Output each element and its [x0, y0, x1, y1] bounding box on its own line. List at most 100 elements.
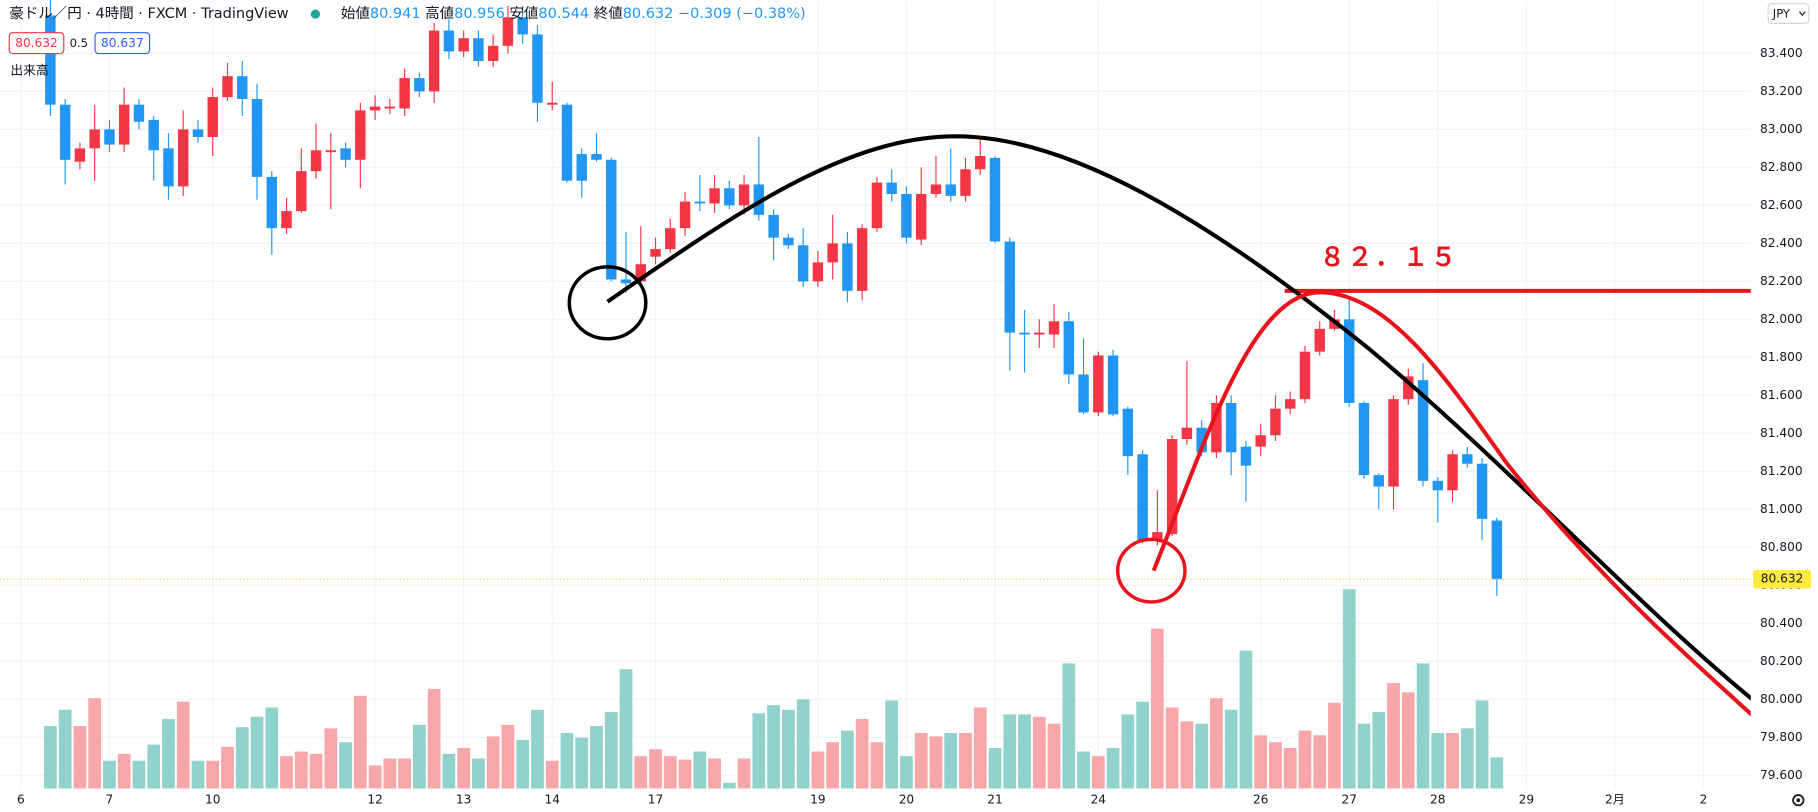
candle-body — [547, 102, 558, 105]
candle-body — [989, 157, 1001, 242]
volume-bar — [457, 748, 471, 789]
volume-bar — [781, 709, 795, 789]
volume-bar — [309, 753, 323, 789]
candle-body — [1255, 435, 1266, 447]
volume-bar — [914, 732, 928, 789]
volume-bar — [944, 732, 958, 789]
candle-body — [517, 17, 528, 35]
candle-body — [325, 150, 337, 153]
legend-value: 80.544 — [538, 6, 589, 22]
volume-bar — [1165, 707, 1179, 789]
volume-bar — [324, 728, 338, 789]
volume-bar — [1047, 723, 1061, 789]
volume-bar — [486, 736, 500, 789]
volume-bar — [88, 698, 102, 789]
volume-bar — [929, 736, 943, 789]
settings-icon[interactable] — [1792, 794, 1805, 807]
candle-body — [901, 193, 912, 238]
candle-body — [104, 129, 115, 145]
x-tick-label: 27 — [1342, 793, 1357, 807]
level-annotation: ８２．１５ — [1319, 242, 1458, 272]
volume-bar — [294, 751, 308, 789]
candle-body — [532, 34, 543, 103]
candle-body — [1462, 454, 1473, 464]
ask-badge[interactable] — [94, 32, 151, 55]
candle-body — [1373, 475, 1384, 487]
volume-bar — [368, 765, 382, 789]
volume-bar — [1313, 735, 1327, 789]
volume-bar — [413, 724, 426, 789]
volume-bar — [900, 756, 913, 789]
volume-bar — [103, 760, 116, 789]
volume-bar — [649, 749, 662, 789]
candle-body — [89, 129, 100, 149]
candle-body — [148, 119, 159, 151]
x-tick-label: 7 — [106, 793, 114, 807]
candle-body — [1004, 241, 1015, 333]
y-tick-label: 83.400 — [1760, 46, 1803, 60]
y-tick-label: 82.200 — [1760, 274, 1803, 288]
candle-body — [827, 243, 838, 263]
candle-body — [1299, 351, 1311, 400]
volume-bar — [1180, 721, 1194, 789]
trend-curve-red — [1151, 290, 1758, 721]
volume-bar — [383, 758, 397, 789]
last-price-label: 80.632 — [1761, 572, 1804, 586]
currency-button[interactable] — [1767, 3, 1810, 24]
volume-bar — [885, 700, 899, 789]
y-tick-label: 79.800 — [1760, 730, 1803, 744]
ohlc-legend: 始値80.941 高値80.956 安値80.544 終値80.632 −0.3… — [341, 5, 806, 22]
gear-hub — [1796, 798, 1801, 803]
volume-bar — [1298, 730, 1312, 789]
volume-bar — [73, 726, 87, 789]
candle-body — [694, 201, 706, 204]
x-tick-label: 14 — [544, 793, 560, 807]
trend-curve-black — [606, 134, 1764, 710]
volume-bar — [545, 760, 559, 789]
candle-body — [384, 106, 396, 109]
candle-body — [930, 184, 942, 194]
status-dot — [310, 9, 321, 19]
candle-body — [45, 15, 56, 105]
candle-body — [207, 97, 218, 137]
candle-body — [724, 188, 735, 206]
candle-body — [1417, 380, 1429, 481]
candle-body — [753, 184, 765, 215]
volume-bar — [1416, 663, 1430, 789]
x-tick-label: 12 — [367, 793, 382, 807]
volume-bar — [708, 758, 721, 789]
candle-body — [915, 193, 927, 240]
volume-bar — [1239, 650, 1253, 789]
currency-label: JPY — [1772, 7, 1791, 21]
candle-body — [1196, 427, 1207, 453]
candle-body — [576, 154, 587, 181]
volume-bar — [1342, 589, 1356, 789]
gear-ring — [1792, 794, 1805, 807]
legend-value: 80.941 — [370, 6, 421, 22]
candle-body — [1063, 321, 1075, 375]
x-tick-label: 26 — [1253, 793, 1268, 807]
volume-bar — [1003, 714, 1017, 789]
ask-price: 80.637 — [101, 36, 144, 50]
y-tick-label: 80.200 — [1760, 654, 1803, 668]
candle-body — [783, 237, 794, 246]
volume-bar — [147, 744, 161, 789]
x-tick-label: 29 — [1519, 793, 1534, 807]
volume-bar — [1091, 756, 1105, 789]
y-tick-label: 83.000 — [1760, 122, 1803, 136]
spread: 0.5 — [70, 36, 88, 50]
candle-body — [886, 182, 897, 194]
volume-bar — [339, 742, 352, 789]
volume-bar — [472, 758, 485, 789]
candle-body — [428, 30, 440, 92]
candle-body — [1019, 332, 1030, 335]
x-tick-label: 21 — [987, 793, 1002, 807]
price-pane — [45, 0, 1503, 596]
candle-body — [1284, 399, 1296, 409]
candle-body — [178, 129, 189, 187]
bid-badge[interactable] — [8, 32, 65, 55]
candle-body — [1270, 408, 1281, 436]
y-tick-label: 81.000 — [1760, 502, 1803, 516]
candle-body — [251, 98, 263, 177]
volume-bar — [841, 730, 854, 789]
